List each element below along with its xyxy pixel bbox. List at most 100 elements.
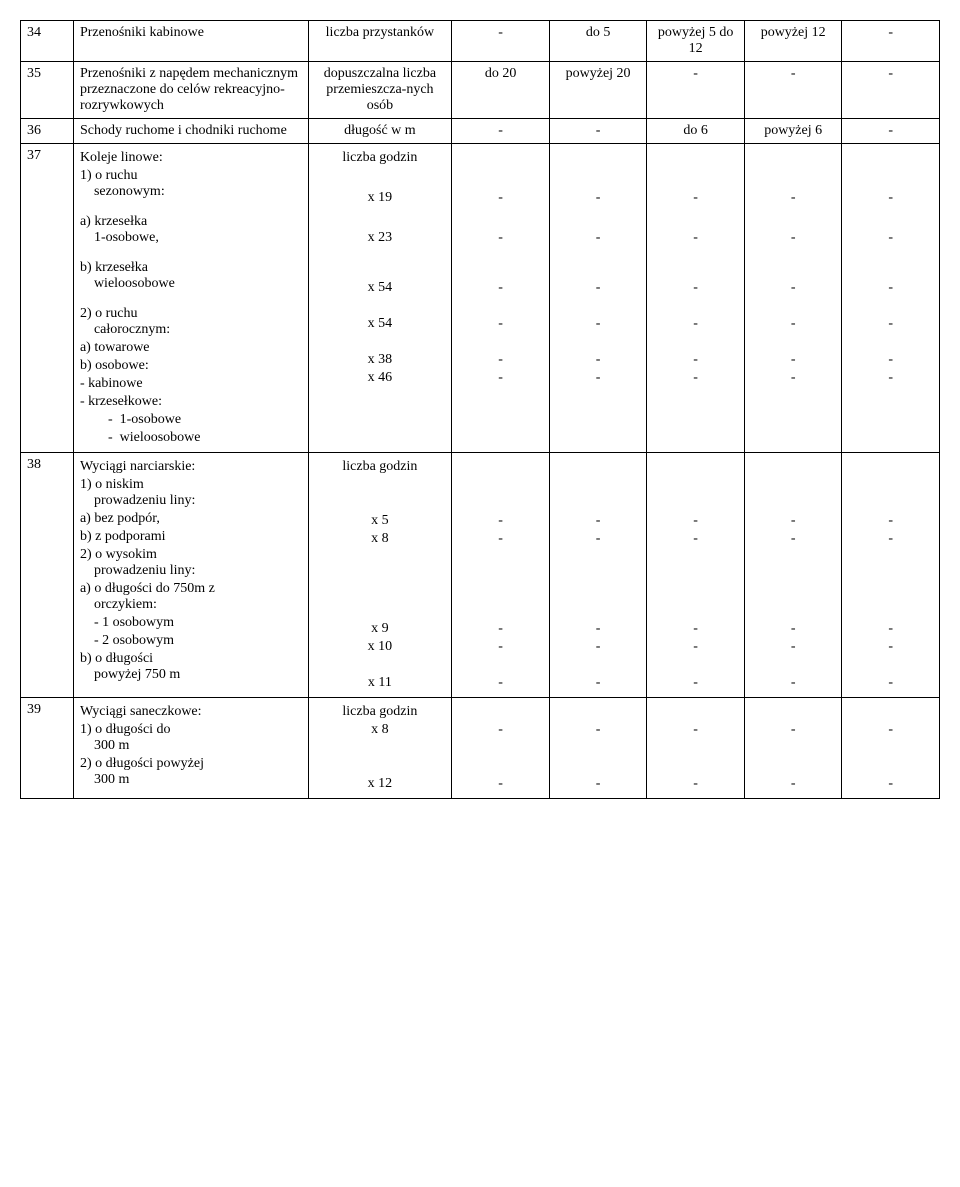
param-line: x 5 <box>315 513 446 529</box>
value-line: - <box>458 513 543 529</box>
value-line: - <box>458 639 543 655</box>
row-param: liczba godzin x 8 x 12 <box>308 698 452 799</box>
desc-line: 1) o ruchusezonowym: <box>80 168 302 200</box>
value-line: - <box>653 621 738 637</box>
param-line: x 38 <box>315 352 446 368</box>
cell: powyżej 5 do 12 <box>647 21 745 62</box>
desc-line: - wieloosobowe <box>80 430 302 446</box>
row-number: 35 <box>21 62 74 119</box>
value-line: - <box>653 776 738 792</box>
desc-line: 2) o ruchucałorocznym: <box>80 306 302 338</box>
cell: - <box>452 119 550 144</box>
value-line: - <box>458 675 543 691</box>
param-line: x 54 <box>315 280 446 296</box>
cell: - <box>842 119 940 144</box>
cell: - - - - - - <box>647 144 745 453</box>
row-number: 38 <box>21 453 74 698</box>
row-description: Schody ruchome i chodniki ruchome <box>73 119 308 144</box>
desc-line: - 1 osobowym <box>80 615 302 631</box>
value-line: - <box>751 776 836 792</box>
row-number: 34 <box>21 21 74 62</box>
value-line: - <box>848 316 933 332</box>
row-param: dopuszczalna liczba przemieszcza-nych os… <box>308 62 452 119</box>
table-row: 38 Wyciągi narciarskie: 1) o niskimprowa… <box>21 453 940 698</box>
cell: - - - - - <box>452 453 550 698</box>
value-line: - <box>848 230 933 246</box>
row-number: 39 <box>21 698 74 799</box>
value-line: - <box>848 190 933 206</box>
value-line: - <box>556 621 641 637</box>
param-line: x 19 <box>315 190 446 206</box>
row-description: Przenośniki kabinowe <box>73 21 308 62</box>
cell: powyżej 20 <box>549 62 647 119</box>
value-line: - <box>653 230 738 246</box>
cell: - - - - - <box>549 453 647 698</box>
row-param: długość w m <box>308 119 452 144</box>
value-line: - <box>556 316 641 332</box>
value-line: - <box>458 722 543 738</box>
value-line: - <box>458 370 543 386</box>
value-line: - <box>556 531 641 547</box>
value-line: - <box>653 352 738 368</box>
cell: do 5 <box>549 21 647 62</box>
value-line: - <box>751 316 836 332</box>
desc-line: 1) o niskimprowadzeniu liny: <box>80 477 302 509</box>
cell: - <box>744 62 842 119</box>
desc-line: - kabinowe <box>80 376 302 392</box>
row-number: 36 <box>21 119 74 144</box>
param-line: x 9 <box>315 621 446 637</box>
param-line: x 11 <box>315 675 446 691</box>
row-description: Koleje linowe: 1) o ruchusezonowym: a) k… <box>73 144 308 453</box>
value-line: - <box>458 190 543 206</box>
value-line: - <box>751 280 836 296</box>
cell: - <box>452 21 550 62</box>
desc-line: a) o długości do 750m zorczykiem: <box>80 581 302 613</box>
value-line: - <box>458 316 543 332</box>
cell: - - - - - - <box>744 144 842 453</box>
cell: - - <box>647 698 745 799</box>
value-line: - <box>556 352 641 368</box>
value-line: - <box>653 531 738 547</box>
value-line: - <box>848 513 933 529</box>
desc-line: a) towarowe <box>80 340 302 356</box>
value-line: - <box>653 280 738 296</box>
desc-line: 2) o długości powyżej300 m <box>80 756 302 788</box>
value-line: - <box>556 370 641 386</box>
value-line: - <box>556 513 641 529</box>
cell: do 6 <box>647 119 745 144</box>
param-line: liczba godzin <box>315 150 446 166</box>
value-line: - <box>848 675 933 691</box>
cell: powyżej 6 <box>744 119 842 144</box>
cell: - <box>549 119 647 144</box>
cell: - - <box>744 698 842 799</box>
cell: - - - - - - <box>452 144 550 453</box>
desc-line: a) krzesełka1-osobowe, <box>80 214 302 246</box>
value-line: - <box>458 776 543 792</box>
value-line: - <box>751 639 836 655</box>
value-line: - <box>751 190 836 206</box>
value-line: - <box>751 230 836 246</box>
value-line: - <box>458 531 543 547</box>
value-line: - <box>653 513 738 529</box>
table-row: 35 Przenośniki z napędem mechanicznym pr… <box>21 62 940 119</box>
value-line: - <box>556 639 641 655</box>
table-row: 37 Koleje linowe: 1) o ruchusezonowym: a… <box>21 144 940 453</box>
row-description: Wyciągi saneczkowe: 1) o długości do300 … <box>73 698 308 799</box>
technical-table: 34 Przenośniki kabinowe liczba przystank… <box>20 20 940 799</box>
cell: - - - - - <box>647 453 745 698</box>
value-line: - <box>653 675 738 691</box>
value-line: - <box>848 280 933 296</box>
value-line: - <box>751 722 836 738</box>
value-line: - <box>458 621 543 637</box>
value-line: - <box>653 370 738 386</box>
desc-line: 2) o wysokimprowadzeniu liny: <box>80 547 302 579</box>
desc-line: Wyciągi narciarskie: <box>80 459 302 475</box>
cell: - - - - - - <box>549 144 647 453</box>
cell: do 20 <box>452 62 550 119</box>
value-line: - <box>458 352 543 368</box>
cell: - <box>842 21 940 62</box>
desc-line: b) krzesełkawieloosobowe <box>80 260 302 292</box>
table-row: 34 Przenośniki kabinowe liczba przystank… <box>21 21 940 62</box>
desc-line: 1) o długości do300 m <box>80 722 302 754</box>
value-line: - <box>556 230 641 246</box>
